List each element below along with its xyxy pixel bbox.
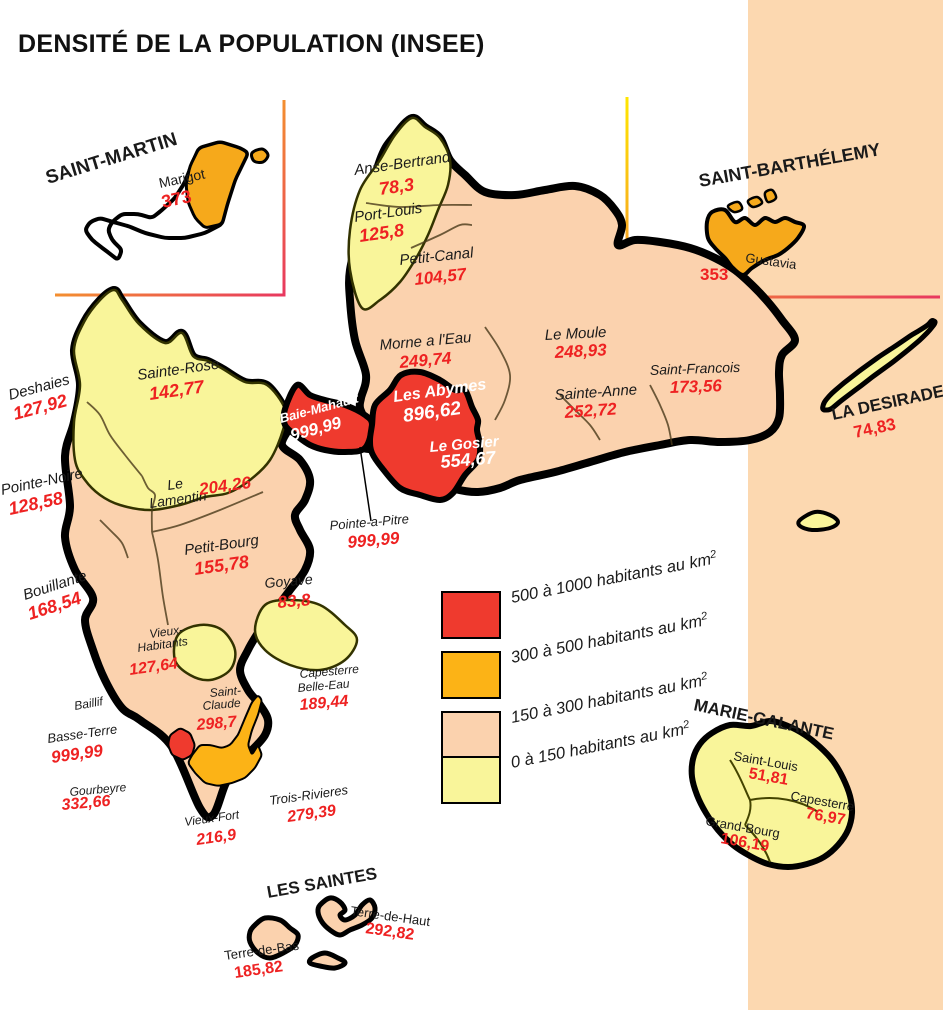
- svg-text:83,8: 83,8: [277, 590, 312, 612]
- svg-text:185,82: 185,82: [233, 958, 284, 982]
- svg-text:500 à 1000 habitants au km2: 500 à 1000 habitants au km2: [509, 548, 719, 607]
- svg-text:332,66: 332,66: [61, 793, 111, 814]
- svg-text:173,56: 173,56: [669, 376, 722, 397]
- svg-text:Saint-Francois: Saint-Francois: [650, 359, 741, 378]
- svg-text:Trois-Rivieres: Trois-Rivieres: [268, 782, 349, 808]
- svg-text:Vieux-Fort: Vieux-Fort: [183, 807, 240, 829]
- svg-text:Goyave: Goyave: [264, 571, 314, 591]
- svg-text:248,93: 248,93: [553, 340, 607, 362]
- svg-text:216,9: 216,9: [194, 827, 237, 850]
- svg-text:999,99: 999,99: [50, 741, 105, 767]
- svg-text:189,44: 189,44: [299, 693, 349, 714]
- svg-text:300 à 500 habitants au km2: 300 à 500 habitants au km2: [509, 610, 710, 667]
- svg-text:Basse-Terre: Basse-Terre: [46, 721, 118, 746]
- svg-text:279,39: 279,39: [285, 802, 337, 826]
- svg-text:252,72: 252,72: [563, 399, 618, 422]
- svg-text:0 à 150 habitants au km2: 0 à 150 habitants au km2: [509, 719, 692, 772]
- svg-text:Baillif: Baillif: [73, 694, 105, 713]
- svg-text:999,99: 999,99: [347, 528, 401, 552]
- svg-text:353: 353: [700, 265, 728, 284]
- svg-text:150 à 300 habitants au km2: 150 à 300 habitants au km2: [509, 670, 710, 727]
- svg-text:LES SAINTES: LES SAINTES: [265, 864, 378, 902]
- svg-text:SAINT-BARTHÉLEMY: SAINT-BARTHÉLEMY: [697, 138, 882, 191]
